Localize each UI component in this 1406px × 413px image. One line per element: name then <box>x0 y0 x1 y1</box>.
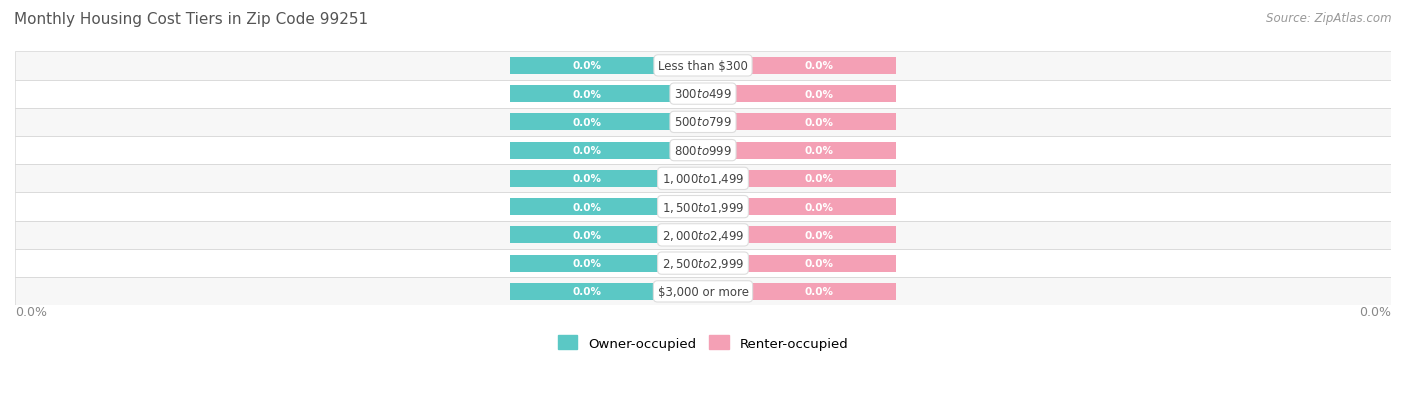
Text: $800 to $999: $800 to $999 <box>673 144 733 157</box>
Text: 0.0%: 0.0% <box>572 118 602 128</box>
Text: 0.0%: 0.0% <box>804 118 834 128</box>
Text: $2,000 to $2,499: $2,000 to $2,499 <box>662 228 744 242</box>
Text: 0.0%: 0.0% <box>572 259 602 268</box>
Bar <box>703 86 896 103</box>
Text: Source: ZipAtlas.com: Source: ZipAtlas.com <box>1267 12 1392 25</box>
Bar <box>703 114 896 131</box>
Text: 0.0%: 0.0% <box>804 287 834 297</box>
Text: 0.0%: 0.0% <box>15 306 46 319</box>
Bar <box>510 283 703 300</box>
Bar <box>15 80 1391 109</box>
Bar <box>510 227 703 244</box>
Bar <box>15 278 1391 306</box>
Bar <box>703 171 896 188</box>
Text: Less than $300: Less than $300 <box>658 60 748 73</box>
Bar <box>510 199 703 216</box>
Bar <box>510 58 703 75</box>
Text: 0.0%: 0.0% <box>572 174 602 184</box>
Bar <box>15 221 1391 249</box>
Bar <box>15 165 1391 193</box>
Bar <box>510 142 703 159</box>
Text: 0.0%: 0.0% <box>572 61 602 71</box>
Bar <box>510 255 703 272</box>
Text: 0.0%: 0.0% <box>572 89 602 100</box>
Text: 0.0%: 0.0% <box>572 287 602 297</box>
Bar <box>703 255 896 272</box>
Text: 0.0%: 0.0% <box>804 174 834 184</box>
Text: $1,000 to $1,499: $1,000 to $1,499 <box>662 172 744 186</box>
Text: $1,500 to $1,999: $1,500 to $1,999 <box>662 200 744 214</box>
Text: 0.0%: 0.0% <box>1360 306 1391 319</box>
Bar <box>703 58 896 75</box>
Text: 0.0%: 0.0% <box>804 61 834 71</box>
Bar <box>703 199 896 216</box>
Text: 0.0%: 0.0% <box>572 230 602 240</box>
Bar <box>510 86 703 103</box>
Bar <box>15 249 1391 278</box>
Text: 0.0%: 0.0% <box>804 89 834 100</box>
Text: $500 to $799: $500 to $799 <box>673 116 733 129</box>
Text: Monthly Housing Cost Tiers in Zip Code 99251: Monthly Housing Cost Tiers in Zip Code 9… <box>14 12 368 27</box>
Bar <box>703 142 896 159</box>
Text: $2,500 to $2,999: $2,500 to $2,999 <box>662 256 744 271</box>
Bar <box>15 109 1391 137</box>
Text: 0.0%: 0.0% <box>804 230 834 240</box>
Bar <box>703 283 896 300</box>
Bar <box>15 137 1391 165</box>
Text: 0.0%: 0.0% <box>572 146 602 156</box>
Bar <box>510 171 703 188</box>
Bar <box>15 52 1391 80</box>
Bar <box>703 227 896 244</box>
Text: 0.0%: 0.0% <box>572 202 602 212</box>
Bar <box>510 114 703 131</box>
Legend: Owner-occupied, Renter-occupied: Owner-occupied, Renter-occupied <box>553 330 853 355</box>
Text: $3,000 or more: $3,000 or more <box>658 285 748 298</box>
Text: 0.0%: 0.0% <box>804 259 834 268</box>
Text: $300 to $499: $300 to $499 <box>673 88 733 101</box>
Bar <box>15 193 1391 221</box>
Text: 0.0%: 0.0% <box>804 146 834 156</box>
Text: 0.0%: 0.0% <box>804 202 834 212</box>
